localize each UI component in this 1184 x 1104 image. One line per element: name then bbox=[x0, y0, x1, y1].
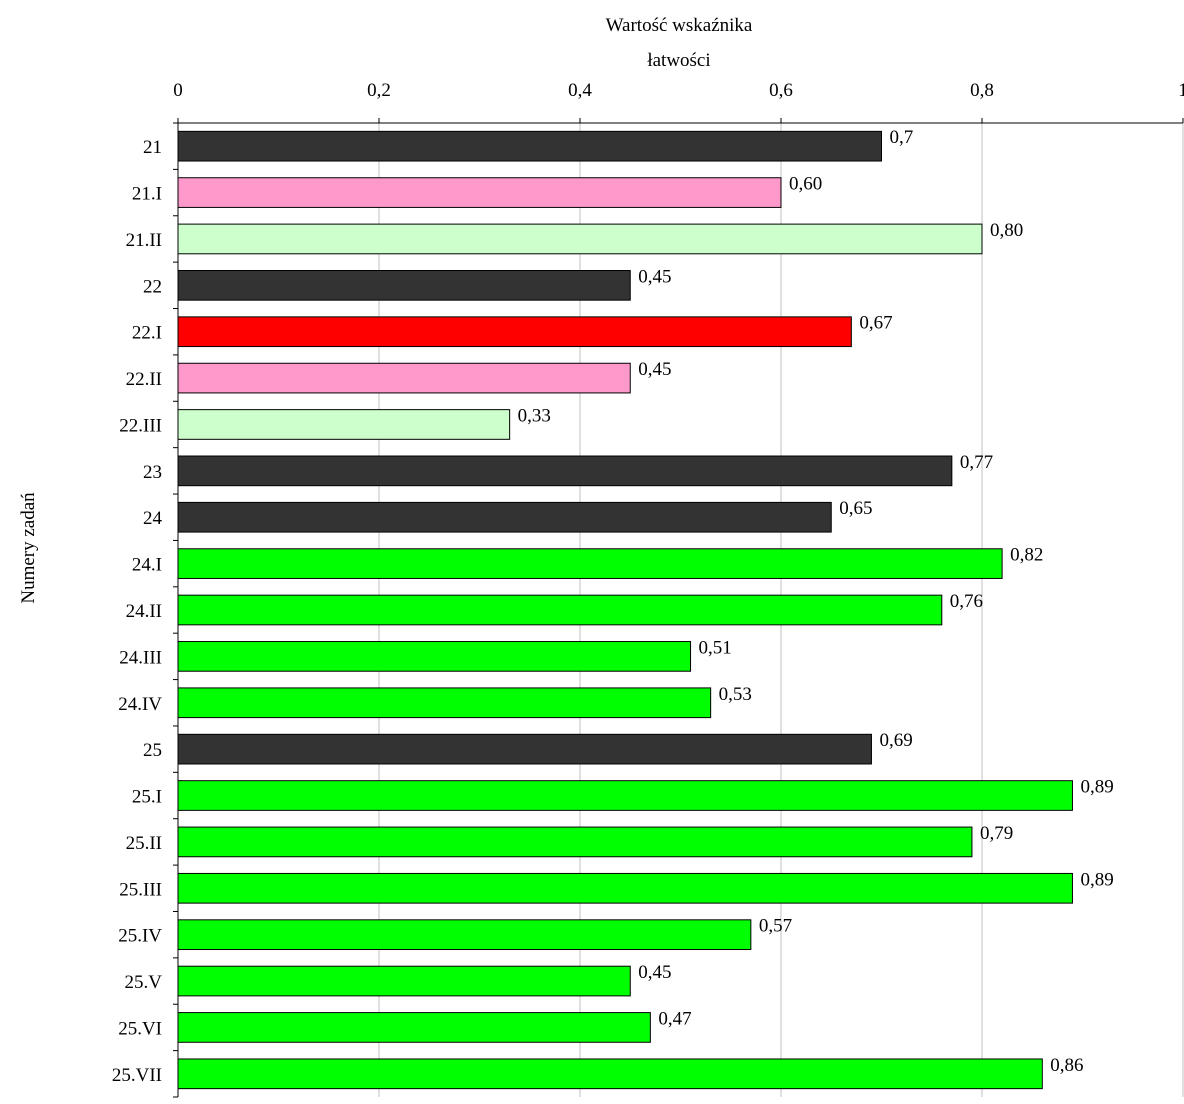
category-label-21.I: 21.I bbox=[132, 184, 162, 205]
bar-24.III bbox=[177, 641, 692, 672]
bar-21.I bbox=[177, 177, 782, 208]
data-label-22: 0,45 bbox=[638, 266, 671, 287]
data-label-24.I: 0,82 bbox=[1010, 545, 1043, 566]
bar-23 bbox=[177, 455, 953, 487]
bar-24.IV bbox=[177, 687, 712, 719]
y-axis-title: Numery zadań bbox=[18, 492, 39, 604]
bar-24.I bbox=[177, 548, 1003, 579]
bar-21.II bbox=[177, 223, 983, 255]
category-label-25.II: 25.II bbox=[126, 833, 162, 854]
x-tick-label-1: 0,2 bbox=[367, 80, 391, 101]
category-label-24.I: 24.I bbox=[132, 555, 162, 576]
category-label-25.V: 25.V bbox=[125, 972, 163, 993]
x-tick-label-5: 1 bbox=[1178, 80, 1184, 101]
bar-25.III bbox=[177, 872, 1073, 904]
bar-25.V bbox=[177, 965, 631, 997]
bar-25.VII bbox=[177, 1058, 1043, 1090]
data-label-24.IV: 0,53 bbox=[719, 684, 752, 705]
category-label-22.III: 22.III bbox=[119, 415, 162, 436]
data-label-25.IV: 0,57 bbox=[759, 916, 792, 937]
data-label-25.VI: 0,47 bbox=[658, 1008, 691, 1029]
data-label-24.III: 0,51 bbox=[699, 637, 732, 658]
x-axis-title-line-2: łatwości bbox=[647, 50, 710, 71]
category-label-25.IV: 25.IV bbox=[118, 926, 162, 947]
data-label-21: 0,7 bbox=[890, 127, 914, 148]
bar-25.VI bbox=[177, 1012, 651, 1043]
bar-25 bbox=[177, 733, 872, 765]
category-label-24.II: 24.II bbox=[126, 601, 162, 622]
data-label-21.II: 0,80 bbox=[990, 220, 1023, 241]
data-label-24.II: 0,76 bbox=[950, 591, 983, 612]
bar-25.II bbox=[177, 826, 973, 858]
bar-25.I bbox=[177, 780, 1073, 811]
bars bbox=[177, 130, 1073, 1090]
x-tick-label-2: 0,4 bbox=[568, 80, 592, 101]
data-label-25.VII: 0,86 bbox=[1050, 1055, 1083, 1076]
x-tick-label-4: 0,8 bbox=[970, 80, 994, 101]
category-label-24.IV: 24.IV bbox=[118, 694, 162, 715]
bar-24.II bbox=[177, 594, 943, 626]
category-label-21.II: 21.II bbox=[126, 230, 162, 251]
bar-22 bbox=[177, 269, 631, 301]
x-axis-title-line-1: Wartość wskaźnika bbox=[606, 15, 753, 36]
data-label-22.II: 0,45 bbox=[638, 359, 671, 380]
data-label-25: 0,69 bbox=[879, 730, 912, 751]
bar-22.II bbox=[177, 362, 631, 394]
category-label-24.III: 24.III bbox=[119, 647, 162, 668]
category-label-22: 22 bbox=[143, 276, 162, 297]
category-label-22.II: 22.II bbox=[126, 369, 162, 390]
data-label-25.III: 0,89 bbox=[1080, 869, 1113, 890]
category-label-25: 25 bbox=[143, 740, 162, 761]
category-label-25.VII: 25.VII bbox=[112, 1065, 162, 1086]
category-label-25.VI: 25.VI bbox=[118, 1018, 162, 1039]
data-label-21.I: 0,60 bbox=[789, 174, 822, 195]
category-label-23: 23 bbox=[143, 462, 162, 483]
category-label-25.I: 25.I bbox=[132, 787, 162, 808]
data-label-25.I: 0,89 bbox=[1080, 777, 1113, 798]
data-label-25.II: 0,79 bbox=[980, 823, 1013, 844]
data-label-24: 0,65 bbox=[839, 498, 872, 519]
x-tick-label-0: 0 bbox=[173, 80, 183, 101]
bar-24 bbox=[177, 501, 832, 533]
labels: 0,7210,6021.I0,8021.II0,45220,6722.I0,45… bbox=[112, 80, 1184, 1086]
category-label-25.III: 25.III bbox=[119, 879, 162, 900]
category-label-22.I: 22.I bbox=[132, 323, 162, 344]
bar-21 bbox=[177, 130, 882, 162]
data-label-23: 0,77 bbox=[960, 452, 993, 473]
bar-22.III bbox=[177, 409, 511, 440]
data-label-22.III: 0,33 bbox=[518, 405, 551, 426]
data-label-25.V: 0,45 bbox=[638, 962, 671, 983]
bar-25.IV bbox=[177, 919, 752, 951]
axes bbox=[173, 118, 1184, 1098]
category-label-24: 24 bbox=[143, 508, 163, 529]
bar-22.I bbox=[177, 316, 852, 348]
category-label-21: 21 bbox=[143, 137, 162, 158]
x-tick-label-3: 0,6 bbox=[769, 80, 793, 101]
data-label-22.I: 0,67 bbox=[859, 313, 892, 334]
